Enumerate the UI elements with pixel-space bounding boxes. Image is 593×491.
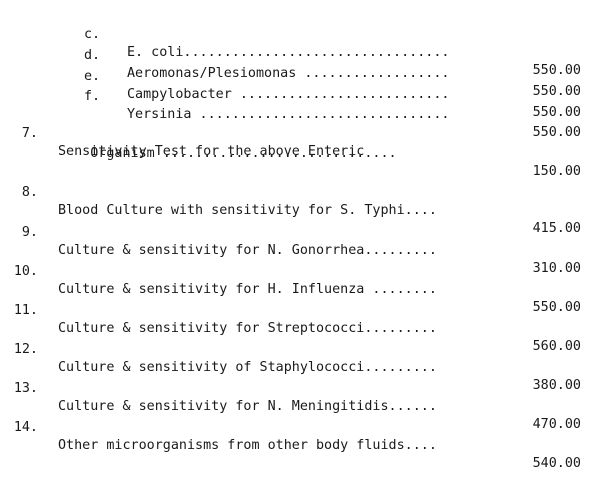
list-item: d. Aeromonas/Plesiomonas ...............… [0,29,593,99]
item-amount: 550.00 [532,63,581,78]
item-number: 11. [13,303,38,318]
item-letter: d. [84,48,101,63]
item-letter: c. [84,27,101,42]
item-description: Culture & sensitivity for N. Gonorrhea..… [58,243,437,258]
list-item: c. E. coli..............................… [0,8,593,78]
item-letter: f. [84,89,101,104]
list-item: 7. Sensitivity Test for the above Enteri… [0,107,593,159]
item-amount: 550.00 [532,300,581,315]
item-number: 10. [13,264,38,279]
list-item: 11. Culture & sensitivity for Streptococ… [0,284,593,354]
item-number: 7. [21,126,38,141]
item-description: Culture & sensitivity for Streptococci..… [58,321,437,336]
item-description: Culture & sensitivity for N. Meningitidi… [58,399,437,414]
list-item: 10. Culture & sensitivity for H. Influen… [0,245,593,315]
list-item: 9. Culture & sensitivity for N. Gonorrhe… [0,206,593,276]
item-description: Sensitivity Test for the above Enteric [58,144,365,159]
item-amount: 415.00 [532,221,581,236]
list-item: e. Campylobacter .......................… [0,50,593,120]
list-item: 12. Culture & sensitivity of Staphylococ… [0,323,593,393]
list-item: 14. Other microorganisms from other body… [0,401,593,471]
item-description-continued: Organism ............................. [58,146,397,161]
item-description: Culture & sensitivity for H. Influenza .… [58,282,437,297]
item-number: 14. [13,420,38,435]
item-amount: 550.00 [532,105,581,120]
item-amount: 550.00 [532,125,581,140]
item-amount: 150.00 [532,164,581,179]
item-description: Aeromonas/Plesiomonas .................. [127,66,450,81]
item-description: E. coli................................. [127,45,450,60]
list-item: f. Yersinia ............................… [0,70,593,140]
item-letter: e. [84,69,101,84]
item-description: Campylobacter .......................... [127,87,450,102]
item-amount: 310.00 [532,261,581,276]
item-number: 13. [13,381,38,396]
list-item-continuation: Organism ............................. 1… [0,127,593,179]
item-number: 9. [21,225,38,240]
item-amount: 560.00 [532,339,581,354]
list-item: 8. Blood Culture with sensitivity for S.… [0,166,593,236]
list-item: 13. Culture & sensitivity for N. Meningi… [0,362,593,432]
item-amount: 380.00 [532,378,581,393]
item-number: 12. [13,342,38,357]
item-description: Blood Culture with sensitivity for S. Ty… [58,203,437,218]
item-description: Other microorganisms from other body flu… [58,438,437,453]
item-description: Yersinia ............................... [127,107,450,122]
item-amount: 550.00 [532,84,581,99]
item-amount: 540.00 [532,456,581,471]
item-description: Culture & sensitivity of Staphylococci..… [58,360,437,375]
item-number: 8. [21,185,38,200]
